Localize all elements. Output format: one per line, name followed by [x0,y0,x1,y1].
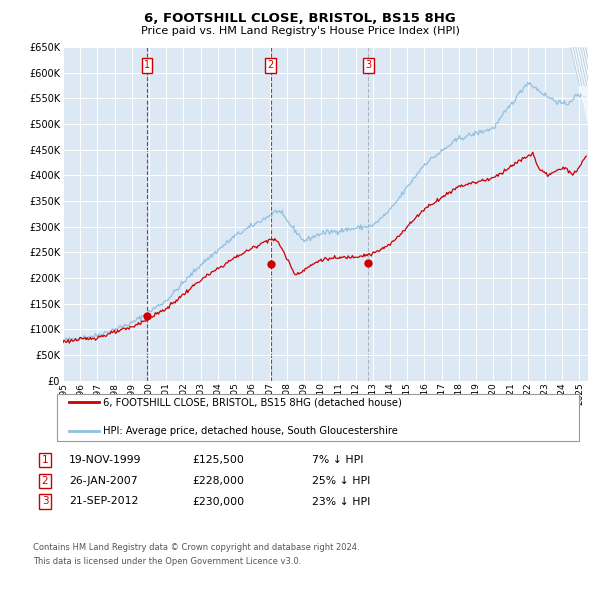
Text: £125,500: £125,500 [192,455,244,465]
Text: This data is licensed under the Open Government Licence v3.0.: This data is licensed under the Open Gov… [33,557,301,566]
Text: 23% ↓ HPI: 23% ↓ HPI [312,497,370,506]
Text: 26-JAN-2007: 26-JAN-2007 [69,476,137,486]
Text: 2: 2 [41,476,49,486]
Polygon shape [571,47,588,124]
Text: 6, FOOTSHILL CLOSE, BRISTOL, BS15 8HG (detached house): 6, FOOTSHILL CLOSE, BRISTOL, BS15 8HG (d… [103,398,402,407]
Text: Price paid vs. HM Land Registry's House Price Index (HPI): Price paid vs. HM Land Registry's House … [140,26,460,35]
Text: 3: 3 [41,497,49,506]
Text: HPI: Average price, detached house, South Gloucestershire: HPI: Average price, detached house, Sout… [103,427,398,436]
Text: Contains HM Land Registry data © Crown copyright and database right 2024.: Contains HM Land Registry data © Crown c… [33,543,359,552]
Text: 6, FOOTSHILL CLOSE, BRISTOL, BS15 8HG: 6, FOOTSHILL CLOSE, BRISTOL, BS15 8HG [144,12,456,25]
Text: 25% ↓ HPI: 25% ↓ HPI [312,476,370,486]
Text: 7% ↓ HPI: 7% ↓ HPI [312,455,364,465]
Text: £230,000: £230,000 [192,497,244,506]
Text: 3: 3 [365,60,371,70]
Text: 1: 1 [144,60,150,70]
Text: £228,000: £228,000 [192,476,244,486]
Text: 19-NOV-1999: 19-NOV-1999 [69,455,142,465]
Text: 21-SEP-2012: 21-SEP-2012 [69,497,139,506]
Text: 2: 2 [268,60,274,70]
Text: 1: 1 [41,455,49,465]
